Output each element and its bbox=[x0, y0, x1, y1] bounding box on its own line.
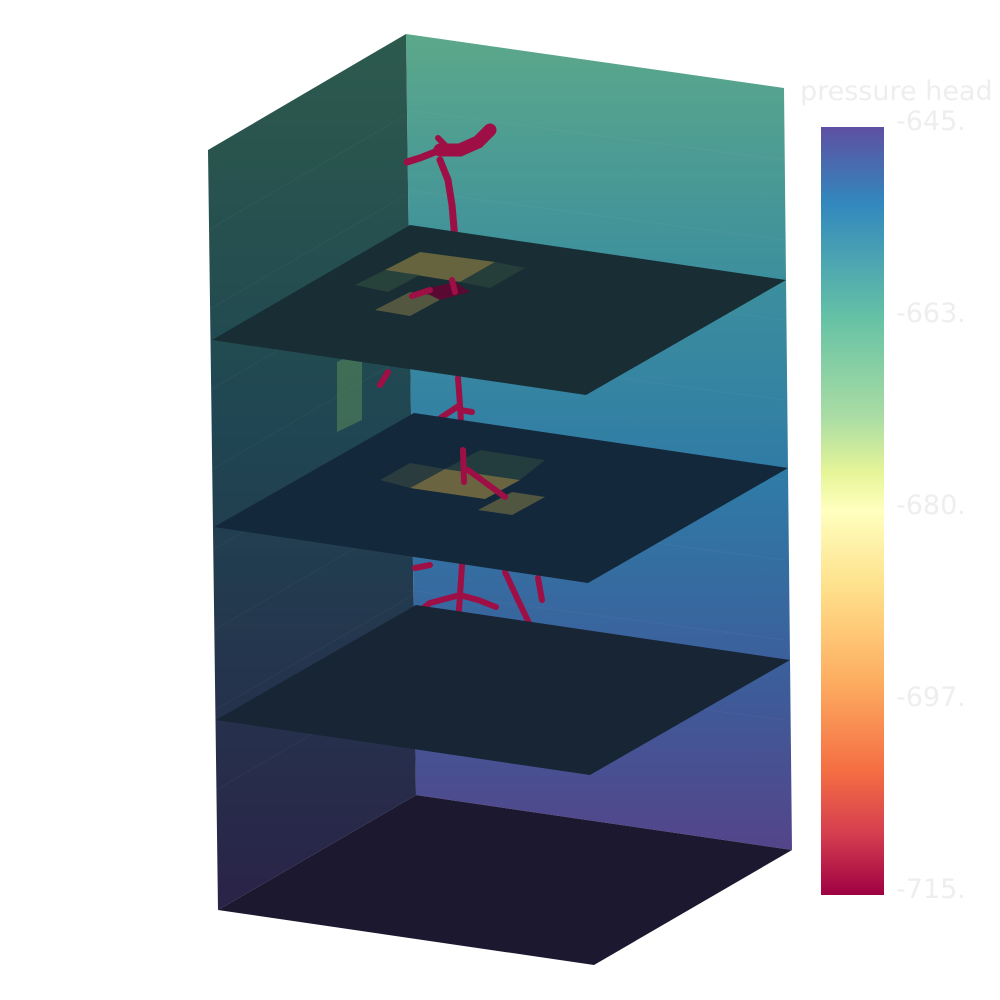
root-segment-slice-1 bbox=[409, 277, 458, 299]
colorbar-tick-label: -663. bbox=[896, 298, 966, 329]
colorbar-tick-label: -697. bbox=[896, 682, 966, 713]
slice-3 bbox=[216, 605, 790, 775]
colorbar-tick-label: -645. bbox=[896, 106, 966, 137]
colorbar bbox=[821, 127, 884, 895]
wall-highlight-patch bbox=[337, 350, 362, 432]
box-bottom-face bbox=[218, 795, 792, 965]
slice-1-highlight bbox=[355, 252, 525, 316]
colorbar-title: pressure head bbox=[800, 76, 993, 107]
slice-1 bbox=[212, 225, 786, 395]
colorbar-tick-label: -715. bbox=[896, 874, 966, 905]
root-segment-middle-stub bbox=[460, 447, 508, 500]
colorbar-tick-label: -680. bbox=[896, 490, 966, 521]
